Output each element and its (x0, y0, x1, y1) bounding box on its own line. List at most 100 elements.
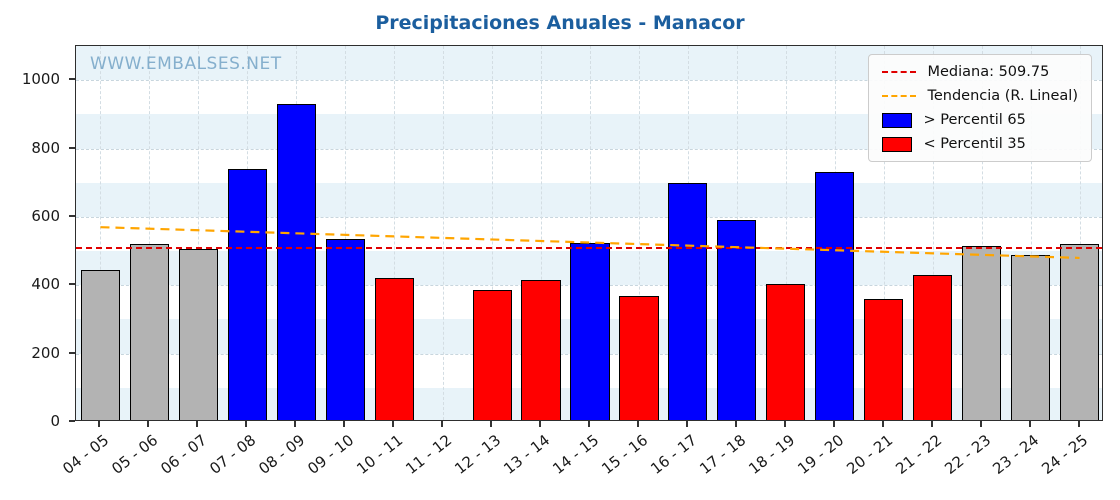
y-tick-label: 800 (31, 138, 60, 157)
chart-title: Precipitaciones Anuales - Manacor (375, 12, 745, 34)
x-tick-label: 20 - 21 (842, 431, 896, 478)
plot-area: WWW.EMBALSES.NET Mediana: 509.75 Tendenc… (75, 45, 1103, 421)
x-tick-mark (245, 421, 248, 427)
x-tick-label: 18 - 19 (744, 431, 798, 478)
bar (570, 242, 610, 420)
x-tick-mark (979, 421, 982, 427)
legend-item-trend: Tendencia (R. Lineal) (882, 88, 1078, 104)
x-tick-label: 08 - 09 (255, 431, 309, 478)
watermark: WWW.EMBALSES.NET (90, 54, 282, 74)
x-tick-label: 07 - 08 (206, 431, 260, 478)
x-tick-mark (490, 421, 493, 427)
grid-line-vertical (981, 46, 983, 420)
y-tick-label: 0 (50, 412, 60, 430)
x-tick-label: 21 - 22 (891, 431, 945, 478)
x-tick-mark (636, 421, 639, 427)
grid-line-vertical (100, 46, 102, 420)
x-tick-mark (783, 421, 786, 427)
x-tick-label: 13 - 14 (500, 431, 554, 478)
grid-line-vertical (345, 46, 347, 420)
x-tick-label: 11 - 12 (402, 431, 456, 478)
x-tick-mark (1028, 421, 1031, 427)
legend-label-median: Mediana: 509.75 (927, 64, 1050, 80)
p35-swatch (882, 136, 913, 152)
x-tick-mark (588, 421, 590, 427)
x-tick-mark (441, 421, 444, 427)
bar (227, 169, 267, 420)
y-tick-mark (69, 420, 75, 422)
x-tick-label: 22 - 23 (940, 431, 994, 478)
grid-line-vertical (1079, 46, 1081, 420)
grid-line-vertical (149, 46, 151, 420)
x-tick-mark (930, 421, 933, 427)
bar (864, 298, 904, 420)
y-tick-mark (69, 351, 75, 354)
x-tick-label: 06 - 07 (157, 431, 211, 478)
bar (962, 245, 1002, 420)
y-tick-label: 400 (31, 275, 60, 294)
grid-line-vertical (443, 46, 445, 420)
x-tick-mark (294, 421, 297, 427)
trend-line (100, 226, 1080, 260)
x-tick-mark (734, 421, 737, 427)
bar (80, 269, 121, 420)
x-tick-label: 05 - 06 (108, 431, 162, 478)
bar (766, 283, 806, 420)
legend-item-median: Mediana: 509.75 (882, 64, 1078, 80)
x-tick-label: 14 - 15 (549, 431, 603, 478)
bar (129, 244, 169, 420)
x-tick-label: 23 - 24 (989, 431, 1043, 478)
legend-item-p65: > Percentil 65 (882, 112, 1078, 128)
legend-label-p35: < Percentil 35 (923, 136, 1026, 152)
x-tick-mark (832, 421, 835, 427)
bar (521, 280, 561, 420)
x-tick-label: 19 - 20 (793, 431, 847, 478)
x-tick-mark (1077, 421, 1080, 427)
x-tick-mark (98, 421, 101, 427)
grid-line-vertical (394, 46, 396, 420)
grid-line-vertical (541, 46, 543, 420)
bar (1010, 254, 1051, 420)
y-tick-mark (69, 146, 75, 149)
trend-line-swatch (882, 95, 917, 97)
x-tick-mark (343, 421, 346, 427)
grid-line-horizontal (76, 80, 1102, 82)
grid-line-vertical (492, 46, 494, 420)
legend-label-p65: > Percentil 65 (923, 112, 1026, 128)
grid-line-vertical (932, 46, 934, 420)
legend-label-trend: Tendencia (R. Lineal) (927, 88, 1078, 104)
x-tick-mark (539, 421, 542, 427)
y-tick-mark (69, 214, 75, 217)
legend-item-p35: < Percentil 35 (882, 136, 1078, 152)
y-tick-label: 600 (31, 206, 60, 225)
median-line (76, 246, 1102, 249)
bar (178, 249, 218, 420)
x-tick-label: 24 - 25 (1038, 431, 1092, 478)
y-tick-label: 1000 (21, 70, 60, 89)
bar (374, 278, 414, 420)
bar (1059, 244, 1100, 420)
x-tick-label: 10 - 11 (353, 431, 407, 478)
y-tick-mark (69, 78, 75, 81)
x-tick-mark (392, 421, 395, 427)
grid-line-vertical (590, 46, 591, 420)
x-tick-label: 12 - 13 (451, 431, 505, 478)
bar (472, 290, 512, 420)
x-tick-label: 15 - 16 (598, 431, 652, 478)
grid-line-vertical (883, 46, 885, 420)
x-tick-mark (147, 421, 150, 427)
x-tick-mark (196, 421, 199, 427)
bar (815, 172, 855, 420)
grid-line-vertical (785, 46, 787, 420)
x-tick-label: 04 - 05 (59, 431, 113, 478)
bar (913, 275, 953, 420)
grid-line-vertical (1030, 46, 1032, 420)
bar (619, 295, 659, 420)
p65-swatch (882, 112, 913, 128)
x-tick-mark (881, 421, 884, 427)
grid-line-vertical (638, 46, 640, 420)
grid-line-horizontal (76, 148, 1102, 150)
x-tick-label: 16 - 17 (647, 431, 700, 478)
x-tick-label: 09 - 10 (304, 431, 358, 478)
